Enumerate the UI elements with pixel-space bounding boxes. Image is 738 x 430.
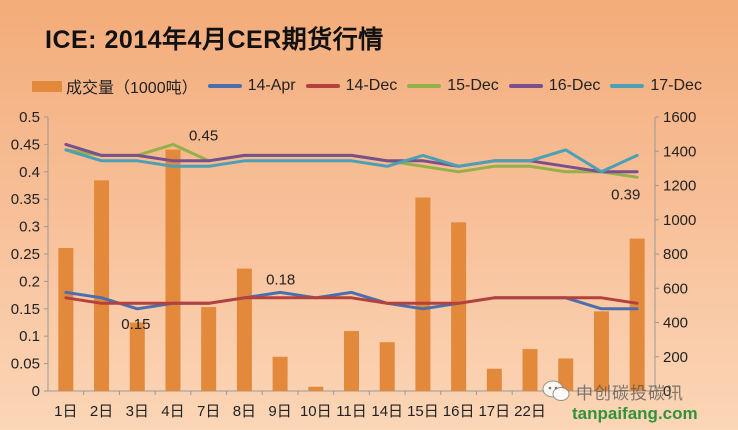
legend-swatch-series-2 <box>407 84 442 88</box>
y-right-tick-label: 1200 <box>663 178 696 195</box>
x-tick-label: 7日 <box>197 403 220 420</box>
legend-swatch-series-1 <box>305 84 340 88</box>
y-left-tick-label: 0.35 <box>11 191 40 208</box>
x-tick-label: 8日 <box>233 403 256 420</box>
bar <box>201 307 217 391</box>
legend-label-series-0: 14-Apr <box>247 77 296 94</box>
data-label: 0.18 <box>266 271 295 288</box>
y-right-tick-label: 1600 <box>663 109 696 126</box>
legend-item-series-0: 14-Apr <box>207 77 296 95</box>
bar <box>236 268 252 391</box>
bar <box>344 331 359 391</box>
x-tick-label: 11日 <box>336 403 367 420</box>
x-tick-label: 16日 <box>443 403 475 420</box>
data-label: 0.39 <box>611 186 640 203</box>
legend-swatch-series-4 <box>610 84 645 88</box>
legend-item-series-2: 15-Dec <box>407 77 499 95</box>
x-tick-label: 3日 <box>126 403 149 420</box>
legend-swatch-series-0 <box>207 84 242 88</box>
watermark-site: tanpaifang.com <box>572 404 698 423</box>
y-right-tick-label: 0 <box>663 383 671 400</box>
y-right-tick-label: 400 <box>663 315 688 332</box>
chart-title: ICE: 2014年4月CER期货行情 <box>45 26 384 54</box>
x-tick-label: 15日 <box>407 403 439 420</box>
y-left-tick-label: 0.05 <box>11 356 40 373</box>
y-left-tick-label: 0.25 <box>11 246 40 263</box>
data-label: 0.45 <box>189 127 218 144</box>
legend-label-series-1: 14-Dec <box>345 77 398 94</box>
legend-label-series-3: 16-Dec <box>548 77 601 94</box>
x-tick-label: 22日 <box>514 403 546 420</box>
bar <box>415 197 431 391</box>
x-tick-label: 17日 <box>478 403 510 420</box>
x-tick-label: 4日 <box>161 403 184 420</box>
legend-label-series-4: 17-Dec <box>650 77 702 94</box>
y-left-tick-label: 0 <box>32 383 40 400</box>
series-line <box>64 142 639 174</box>
y-left-tick-label: 0.15 <box>11 301 40 318</box>
y-left-tick-label: 0.2 <box>19 273 40 290</box>
y-left-tick-label: 0.5 <box>19 109 40 126</box>
y-right-tick-label: 200 <box>663 349 688 366</box>
x-tick-label: 2日 <box>90 403 113 420</box>
legend-label-series-2: 15-Dec <box>447 77 499 94</box>
y-right-tick-label: 1000 <box>663 212 696 229</box>
bar <box>379 342 395 391</box>
x-tick-label: 9日 <box>268 403 291 420</box>
watermark: 中创碳投碳讯 tanpaifang.com <box>532 376 738 430</box>
bar <box>629 238 645 391</box>
legend-item-series-1: 14-Dec <box>305 77 398 95</box>
series-line <box>64 296 639 305</box>
bar <box>165 149 181 391</box>
y-right-tick-label: 800 <box>663 246 688 263</box>
legend-swatch-volume <box>32 80 62 92</box>
y-right-tick-label: 600 <box>663 280 688 297</box>
bar <box>272 356 288 391</box>
x-tick-label: 1日 <box>54 403 77 420</box>
bar <box>308 386 324 391</box>
y-left-tick-label: 0.45 <box>11 136 40 153</box>
x-tick-label: 10日 <box>300 403 332 420</box>
watermark-text: 中创碳投碳讯 <box>576 384 684 403</box>
series-line <box>64 290 639 311</box>
y-right-tick-label: 1400 <box>663 143 696 160</box>
data-label: 0.15 <box>121 316 150 333</box>
bar <box>58 248 74 391</box>
y-left-tick-label: 0.3 <box>19 219 40 236</box>
legend-swatch-series-3 <box>508 84 543 88</box>
bar <box>486 368 502 391</box>
legend: 成交量（1000吨） 14-Apr 14-Dec 15-Dec 16-Dec 1… <box>32 74 738 98</box>
bar <box>522 349 538 391</box>
y-left-tick-label: 0.4 <box>19 164 40 181</box>
legend-item-volume: 成交量（1000吨） <box>32 74 198 98</box>
legend-item-series-4: 17-Dec <box>610 77 702 95</box>
bar <box>129 322 145 391</box>
bar <box>94 180 110 391</box>
bar <box>451 222 467 391</box>
legend-item-series-3: 16-Dec <box>508 77 601 95</box>
series-line <box>64 148 639 174</box>
y-left-tick-label: 0.1 <box>19 328 40 345</box>
bar <box>558 358 574 391</box>
bar <box>593 311 609 391</box>
x-tick-label: 14日 <box>371 403 403 420</box>
legend-label-volume: 成交量（1000吨） <box>66 80 198 97</box>
wechat-logo-icon <box>542 380 570 401</box>
